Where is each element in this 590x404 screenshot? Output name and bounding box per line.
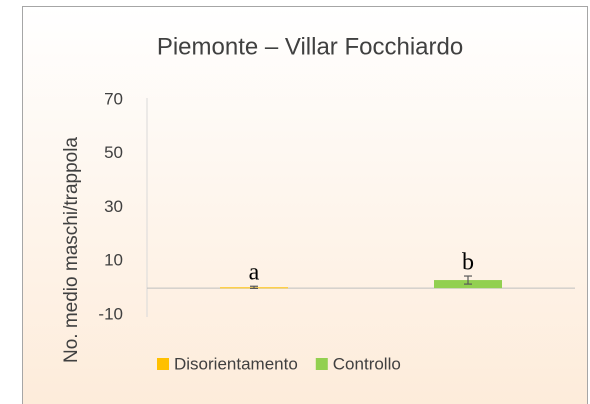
y-axis-label: No. medio maschi/trappola <box>61 137 82 363</box>
chart-frame <box>22 6 588 404</box>
chart-title: Piemonte – Villar Focchiardo <box>157 33 463 60</box>
legend-label: Controllo <box>333 354 401 373</box>
annotation: a <box>249 260 260 286</box>
y-tick-label: 10 <box>104 251 123 270</box>
annotation: b <box>462 250 474 276</box>
y-tick-label: 50 <box>104 143 123 162</box>
legend-label: Disorientamento <box>174 354 298 373</box>
legend-swatch <box>157 358 169 370</box>
y-tick-label: 70 <box>104 89 123 108</box>
y-tick-label: 30 <box>104 197 123 216</box>
legend-swatch <box>315 358 328 370</box>
y-tick-label: -10 <box>98 304 123 323</box>
